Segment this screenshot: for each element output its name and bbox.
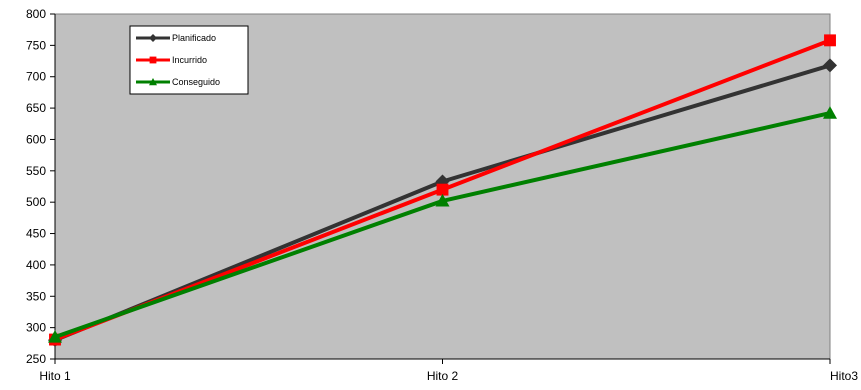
y-tick-label: 600 bbox=[26, 132, 46, 146]
y-tick-label: 550 bbox=[26, 164, 46, 178]
series-layer bbox=[48, 34, 837, 348]
y-tick-label: 500 bbox=[26, 195, 46, 209]
y-tick-label: 400 bbox=[26, 258, 46, 272]
y-tick-label: 300 bbox=[26, 321, 46, 335]
y-tick-label: 750 bbox=[26, 38, 46, 52]
legend-label: Conseguido bbox=[172, 77, 220, 87]
legend: Planificado Incurrido Conseguido bbox=[129, 25, 249, 95]
y-tick-label: 250 bbox=[26, 352, 46, 366]
data-point bbox=[435, 193, 450, 207]
y-axis: 250 300 350 400 450 500 550 600 650 700 750 800 bbox=[26, 7, 56, 366]
legend-item: Conseguido bbox=[136, 77, 220, 87]
legend-item: Incurrido bbox=[136, 55, 207, 65]
legend-swatch-marker bbox=[149, 78, 157, 86]
y-tick-label: 700 bbox=[26, 70, 46, 84]
data-point bbox=[824, 34, 836, 47]
legend-swatch-marker bbox=[149, 34, 157, 42]
y-tick-label: 350 bbox=[26, 289, 46, 303]
legend-label: Planificado bbox=[172, 33, 216, 43]
legend-item: Planificado bbox=[136, 33, 216, 43]
data-point bbox=[436, 183, 449, 196]
y-tick-label: 650 bbox=[26, 101, 46, 115]
y-tick-label: 800 bbox=[26, 7, 46, 21]
legend-label: Incurrido bbox=[172, 55, 207, 65]
legend-swatch-marker bbox=[149, 56, 157, 64]
data-point bbox=[823, 58, 837, 73]
y-tick-label: 450 bbox=[26, 227, 46, 241]
x-tick-label: Hito 1 bbox=[39, 369, 71, 383]
data-point bbox=[823, 106, 837, 119]
series-conseguido bbox=[48, 106, 837, 343]
x-axis: Hito 1 Hito 2 Hito3 bbox=[39, 358, 858, 383]
data-point bbox=[48, 330, 62, 343]
x-tick-label: Hito 2 bbox=[427, 369, 459, 383]
x-tick-label: Hito3 bbox=[830, 369, 858, 383]
